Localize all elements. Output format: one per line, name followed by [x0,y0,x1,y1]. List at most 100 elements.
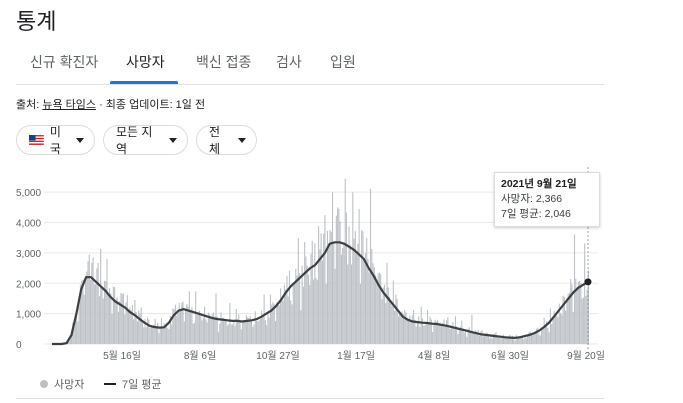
daily-deaths-bar [435,321,437,344]
daily-deaths-bar [221,318,223,344]
region-filter-label: 모든 지역 [116,125,153,156]
daily-deaths-bar [557,317,559,344]
daily-deaths-bar [92,257,94,344]
daily-deaths-bar [122,293,125,344]
daily-deaths-bar [544,324,546,344]
daily-deaths-bar [345,212,348,344]
daily-deaths-bar [577,281,579,344]
daily-deaths-bar [411,315,413,344]
daily-deaths-bar [176,315,178,344]
daily-deaths-bar [233,319,235,344]
daily-deaths-bar [154,319,156,344]
daily-deaths-bar [318,226,320,344]
legend-average: 7일 평균 [104,376,162,392]
daily-deaths-bar [434,319,436,344]
daily-deaths-bar [190,311,192,344]
daily-deaths-bar [362,231,364,344]
tab-tests[interactable]: 검사 [276,54,302,70]
daily-deaths-bar [259,319,261,344]
daily-deaths-bar [119,301,121,344]
daily-deaths-bar [152,326,154,344]
daily-deaths-bar [111,313,113,344]
daily-deaths-bar [299,273,301,344]
daily-deaths-bar [138,310,140,344]
legend-deaths-label: 사망자 [54,379,85,391]
scope-filter-label: 전체 [209,125,221,156]
daily-deaths-bar [514,340,516,344]
tab-new-cases[interactable]: 신규 확진자 [30,54,99,70]
daily-deaths-bar [562,295,564,344]
daily-deaths-bar [520,335,522,344]
daily-deaths-bar [305,256,307,344]
daily-deaths-bar [529,331,531,344]
daily-deaths-bar [264,320,266,344]
y-tick-label: 1,000 [16,310,41,321]
daily-deaths-bar [282,300,284,344]
tab-deaths[interactable]: 사망자 [126,54,165,70]
daily-deaths-bar [315,277,317,344]
daily-deaths-bar [405,312,407,344]
daily-deaths-bar [546,321,548,344]
daily-deaths-bar [506,338,508,344]
daily-deaths-bar [155,328,157,344]
daily-deaths-bar [518,336,520,344]
daily-deaths-bar [90,279,92,344]
daily-deaths-bar [150,325,152,344]
daily-deaths-bar [197,312,199,344]
daily-deaths-bar [133,319,135,344]
daily-deaths-bar [482,336,484,344]
daily-deaths-bar [324,215,326,344]
daily-deaths-bar [117,311,119,344]
daily-deaths-bar [359,283,361,344]
daily-deaths-bar [173,309,175,344]
daily-deaths-bar [224,320,226,344]
daily-deaths-bar [496,335,498,344]
daily-deaths-bar [382,287,384,344]
daily-deaths-bar [427,309,429,344]
daily-deaths-bar [375,275,377,344]
tab-vaccinations[interactable]: 백신 접종 [196,54,252,70]
daily-deaths-bar [183,321,185,344]
daily-deaths-bar [472,332,474,344]
source-link[interactable]: 뉴욕 타임스 [42,99,97,111]
daily-deaths-bar [140,307,142,344]
daily-deaths-bar [143,327,145,344]
daily-deaths-bar [452,321,454,344]
daily-deaths-bar [73,326,75,344]
daily-deaths-bar [69,337,71,344]
daily-deaths-bar [320,233,322,344]
daily-deaths-bar [408,319,410,344]
daily-deaths-bar [192,323,194,344]
source-line: 출처: 뉴욕 타임스 · 최종 업데이트: 1일 전 [16,96,205,112]
daily-deaths-bar [329,229,331,344]
daily-deaths-bar [106,259,108,344]
deaths-chart[interactable]: 5,000 4,000 3,000 2,000 1,000 0 5월 16일 8월 6일 10… [0,165,620,370]
daily-deaths-bar [210,317,212,344]
x-tick-label: 6월 30일 [491,350,529,362]
daily-deaths-bar [74,314,76,344]
daily-deaths-bar [377,273,379,344]
scope-filter[interactable]: 전체 [196,125,257,156]
daily-deaths-bar [547,327,549,344]
daily-deaths-bar [504,337,506,344]
country-filter[interactable]: 미국 [16,125,95,156]
daily-deaths-bar [429,316,431,344]
daily-deaths-bar [157,323,159,344]
daily-deaths-bar [160,318,163,344]
daily-deaths-bar [347,264,349,344]
daily-deaths-bar [459,326,462,344]
daily-deaths-bar [373,267,375,344]
daily-deaths-bar [114,287,116,344]
daily-deaths-bar [334,268,336,344]
daily-deaths-bar [149,328,151,344]
daily-deaths-bar [153,324,155,344]
daily-deaths-bar [263,294,265,344]
tab-hospitalizations[interactable]: 입원 [330,54,356,70]
daily-deaths-bar [202,317,204,344]
daily-deaths-bar [300,310,302,344]
daily-deaths-bar [205,319,207,344]
region-filter[interactable]: 모든 지역 [103,125,188,156]
daily-deaths-bar [484,334,486,344]
daily-deaths-bar [167,328,169,344]
daily-deaths-bar [480,331,482,344]
